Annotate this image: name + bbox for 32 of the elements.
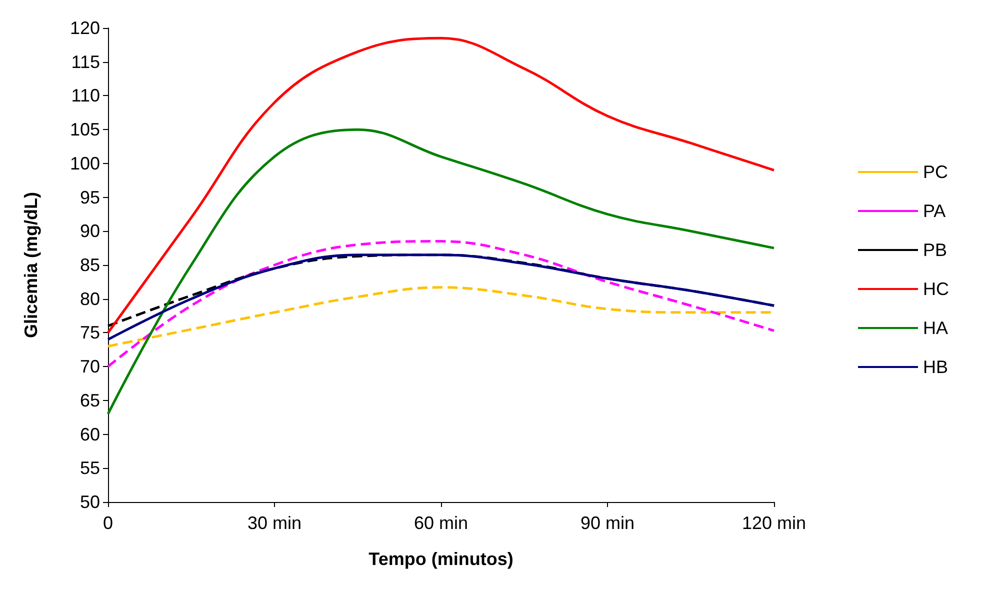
line-series (106, 36, 776, 334)
line-series (106, 254, 776, 341)
x-tick-label: 60 min (414, 513, 468, 533)
y-tick-label: 110 (71, 86, 100, 106)
line-series (106, 240, 776, 368)
y-tick-label: 75 (80, 322, 100, 343)
y-tick-label: 95 (80, 187, 100, 208)
y-tick-label: 55 (80, 458, 100, 478)
y-tick-label: 65 (80, 390, 100, 410)
x-tick-label: 0 (102, 513, 114, 533)
x-tick-label: 120 min (742, 513, 806, 533)
legend-label: PC (923, 162, 948, 182)
x-tick-label: 30 min (247, 513, 302, 533)
x-tick-label: 90 min (580, 513, 635, 533)
line-series (106, 128, 776, 416)
legend-label: HB (923, 357, 948, 377)
y-tick-label: 90 (80, 221, 100, 242)
y-tick-label: 120 (70, 18, 100, 38)
y-tick-label: 80 (80, 288, 100, 309)
y-tick-label: 85 (80, 255, 100, 275)
y-tick-label: 100 (70, 153, 100, 174)
y-axis-title: Glicemia (mg/dL) (21, 192, 41, 338)
legend-label: HC (923, 279, 949, 299)
y-tick-label: 60 (80, 424, 100, 444)
y-tick-label: 115 (71, 52, 100, 72)
legend-label: HA (923, 318, 948, 338)
legend-label: PA (923, 201, 946, 221)
x-axis-title: Tempo (minutos) (368, 549, 514, 569)
y-tick-label: 50 (80, 492, 100, 512)
y-tick-label: 70 (80, 356, 100, 377)
legend-label: PB (923, 240, 948, 260)
y-tick-label: 105 (70, 120, 100, 140)
